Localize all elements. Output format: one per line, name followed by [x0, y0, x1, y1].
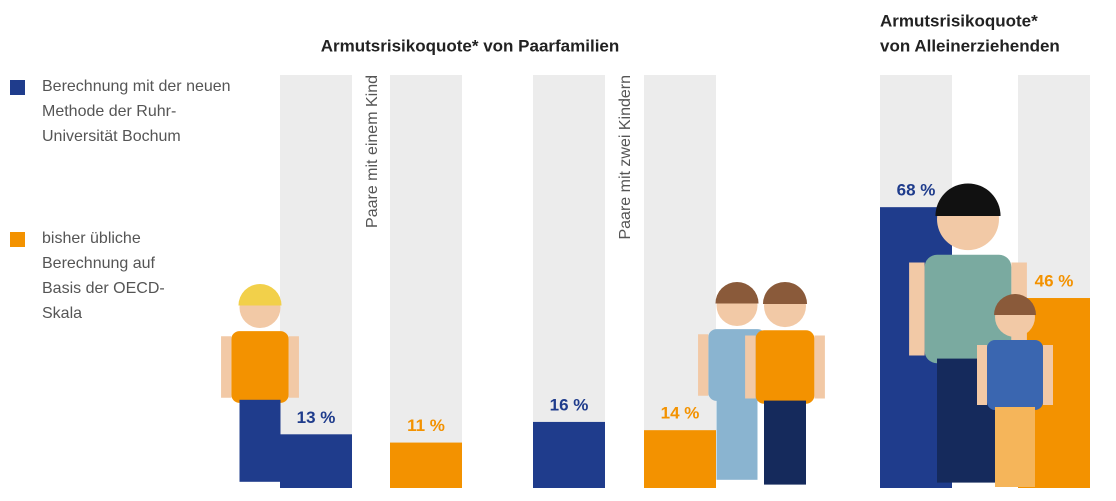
bar [390, 443, 462, 488]
value-label: 16 % [550, 395, 589, 414]
figure-arm [289, 336, 299, 398]
infographic: Armutsrisikoquote* von Paarfamilien Armut… [0, 0, 1116, 501]
figure-arm [977, 345, 987, 405]
figure-legs [764, 401, 806, 485]
figure-legs [995, 407, 1035, 487]
figure-arm [814, 336, 825, 399]
group-title: Armutsrisikoquote* [880, 11, 1038, 30]
figure-arm [1043, 345, 1053, 405]
figure-arm [909, 263, 925, 356]
value-label: 46 % [1035, 272, 1074, 291]
legend-item: Berechnung mit der neuen Methode der Ruh… [10, 74, 240, 149]
bar [280, 434, 352, 488]
figure-legs [240, 400, 281, 482]
figure-arm [698, 334, 708, 396]
legend-swatch [10, 80, 25, 95]
column-background [644, 75, 716, 488]
legend-label: bisher übliche Berechnung auf Basis der … [42, 226, 192, 326]
bar [533, 422, 605, 488]
value-label: 14 % [661, 404, 700, 423]
figure-hair [238, 284, 281, 306]
figure-legs [717, 398, 758, 480]
group-title: Armutsrisikoquote* von Paarfamilien [321, 36, 620, 55]
bar [644, 430, 716, 488]
figure-body [231, 331, 288, 403]
category-label: Paare mit einem Kind [364, 75, 381, 228]
figure-body [987, 340, 1043, 410]
value-label: 13 % [297, 408, 336, 427]
group-title: von Alleinerziehenden [880, 36, 1060, 55]
figure-arm [745, 336, 756, 399]
figure-body [756, 330, 815, 404]
value-label: 11 % [407, 416, 445, 435]
figure-hair [763, 282, 807, 304]
figure-arm [221, 336, 231, 398]
legend-swatch [10, 232, 25, 247]
category-label: Paare mit zwei Kindern [617, 75, 634, 240]
figure-hair [715, 282, 758, 304]
value-label: 68 % [897, 181, 936, 200]
legend-item: bisher übliche Berechnung auf Basis der … [10, 226, 240, 326]
legend-label: Berechnung mit der neuen Methode der Ruh… [42, 74, 240, 149]
